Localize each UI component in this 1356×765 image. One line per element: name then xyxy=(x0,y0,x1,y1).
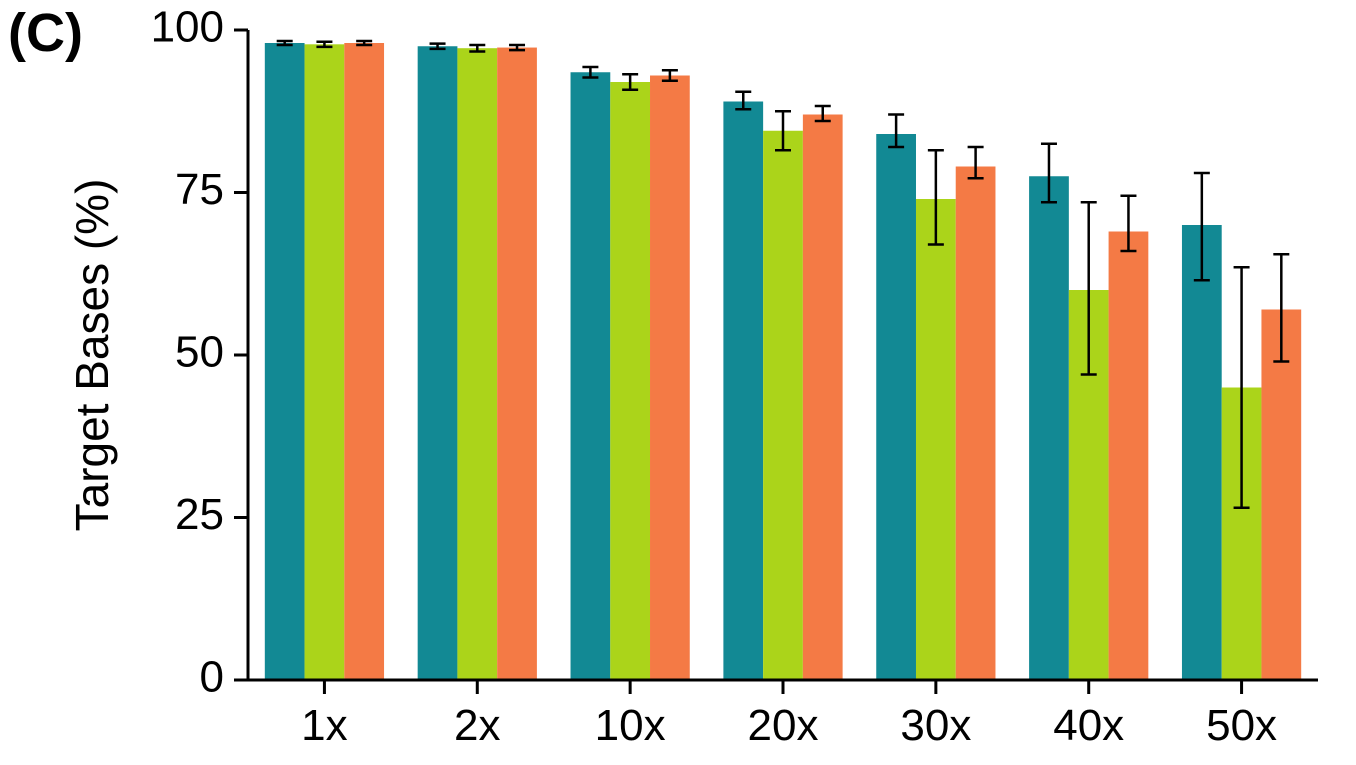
bar xyxy=(1109,232,1149,681)
xtick-label: 50x xyxy=(1206,701,1277,750)
bar xyxy=(1182,225,1222,680)
bar xyxy=(497,48,537,680)
ytick-label: 75 xyxy=(175,165,224,214)
bar xyxy=(803,115,843,681)
bar xyxy=(305,44,345,680)
bar xyxy=(1029,176,1069,680)
xtick-label: 10x xyxy=(595,701,666,750)
bar xyxy=(571,72,611,680)
xtick-label: 1x xyxy=(301,701,347,750)
bar xyxy=(1261,310,1301,681)
bar xyxy=(610,82,650,680)
bar xyxy=(457,48,497,680)
ytick-label: 25 xyxy=(175,490,224,539)
ytick-label: 0 xyxy=(200,653,224,702)
bar xyxy=(723,102,763,681)
bar xyxy=(344,43,384,680)
bar xyxy=(265,43,305,680)
xtick-label: 40x xyxy=(1053,701,1124,750)
xtick-label: 2x xyxy=(454,701,500,750)
y-axis-label: Target Bases (%) xyxy=(66,179,118,532)
bar xyxy=(916,199,956,680)
xtick-label: 30x xyxy=(900,701,971,750)
bar xyxy=(876,134,916,680)
panel-label: (C) xyxy=(8,2,83,64)
bar xyxy=(650,76,690,681)
bar xyxy=(418,46,458,680)
ytick-label: 50 xyxy=(175,328,224,377)
bar xyxy=(763,131,803,680)
bar xyxy=(956,167,996,681)
ytick-label: 100 xyxy=(151,3,224,52)
target-bases-bar-chart: 0 25 50 75 100 Target Bases (%) 1x 2x 10x 20x 30x 4… xyxy=(0,0,1356,765)
xtick-label: 20x xyxy=(748,701,819,750)
